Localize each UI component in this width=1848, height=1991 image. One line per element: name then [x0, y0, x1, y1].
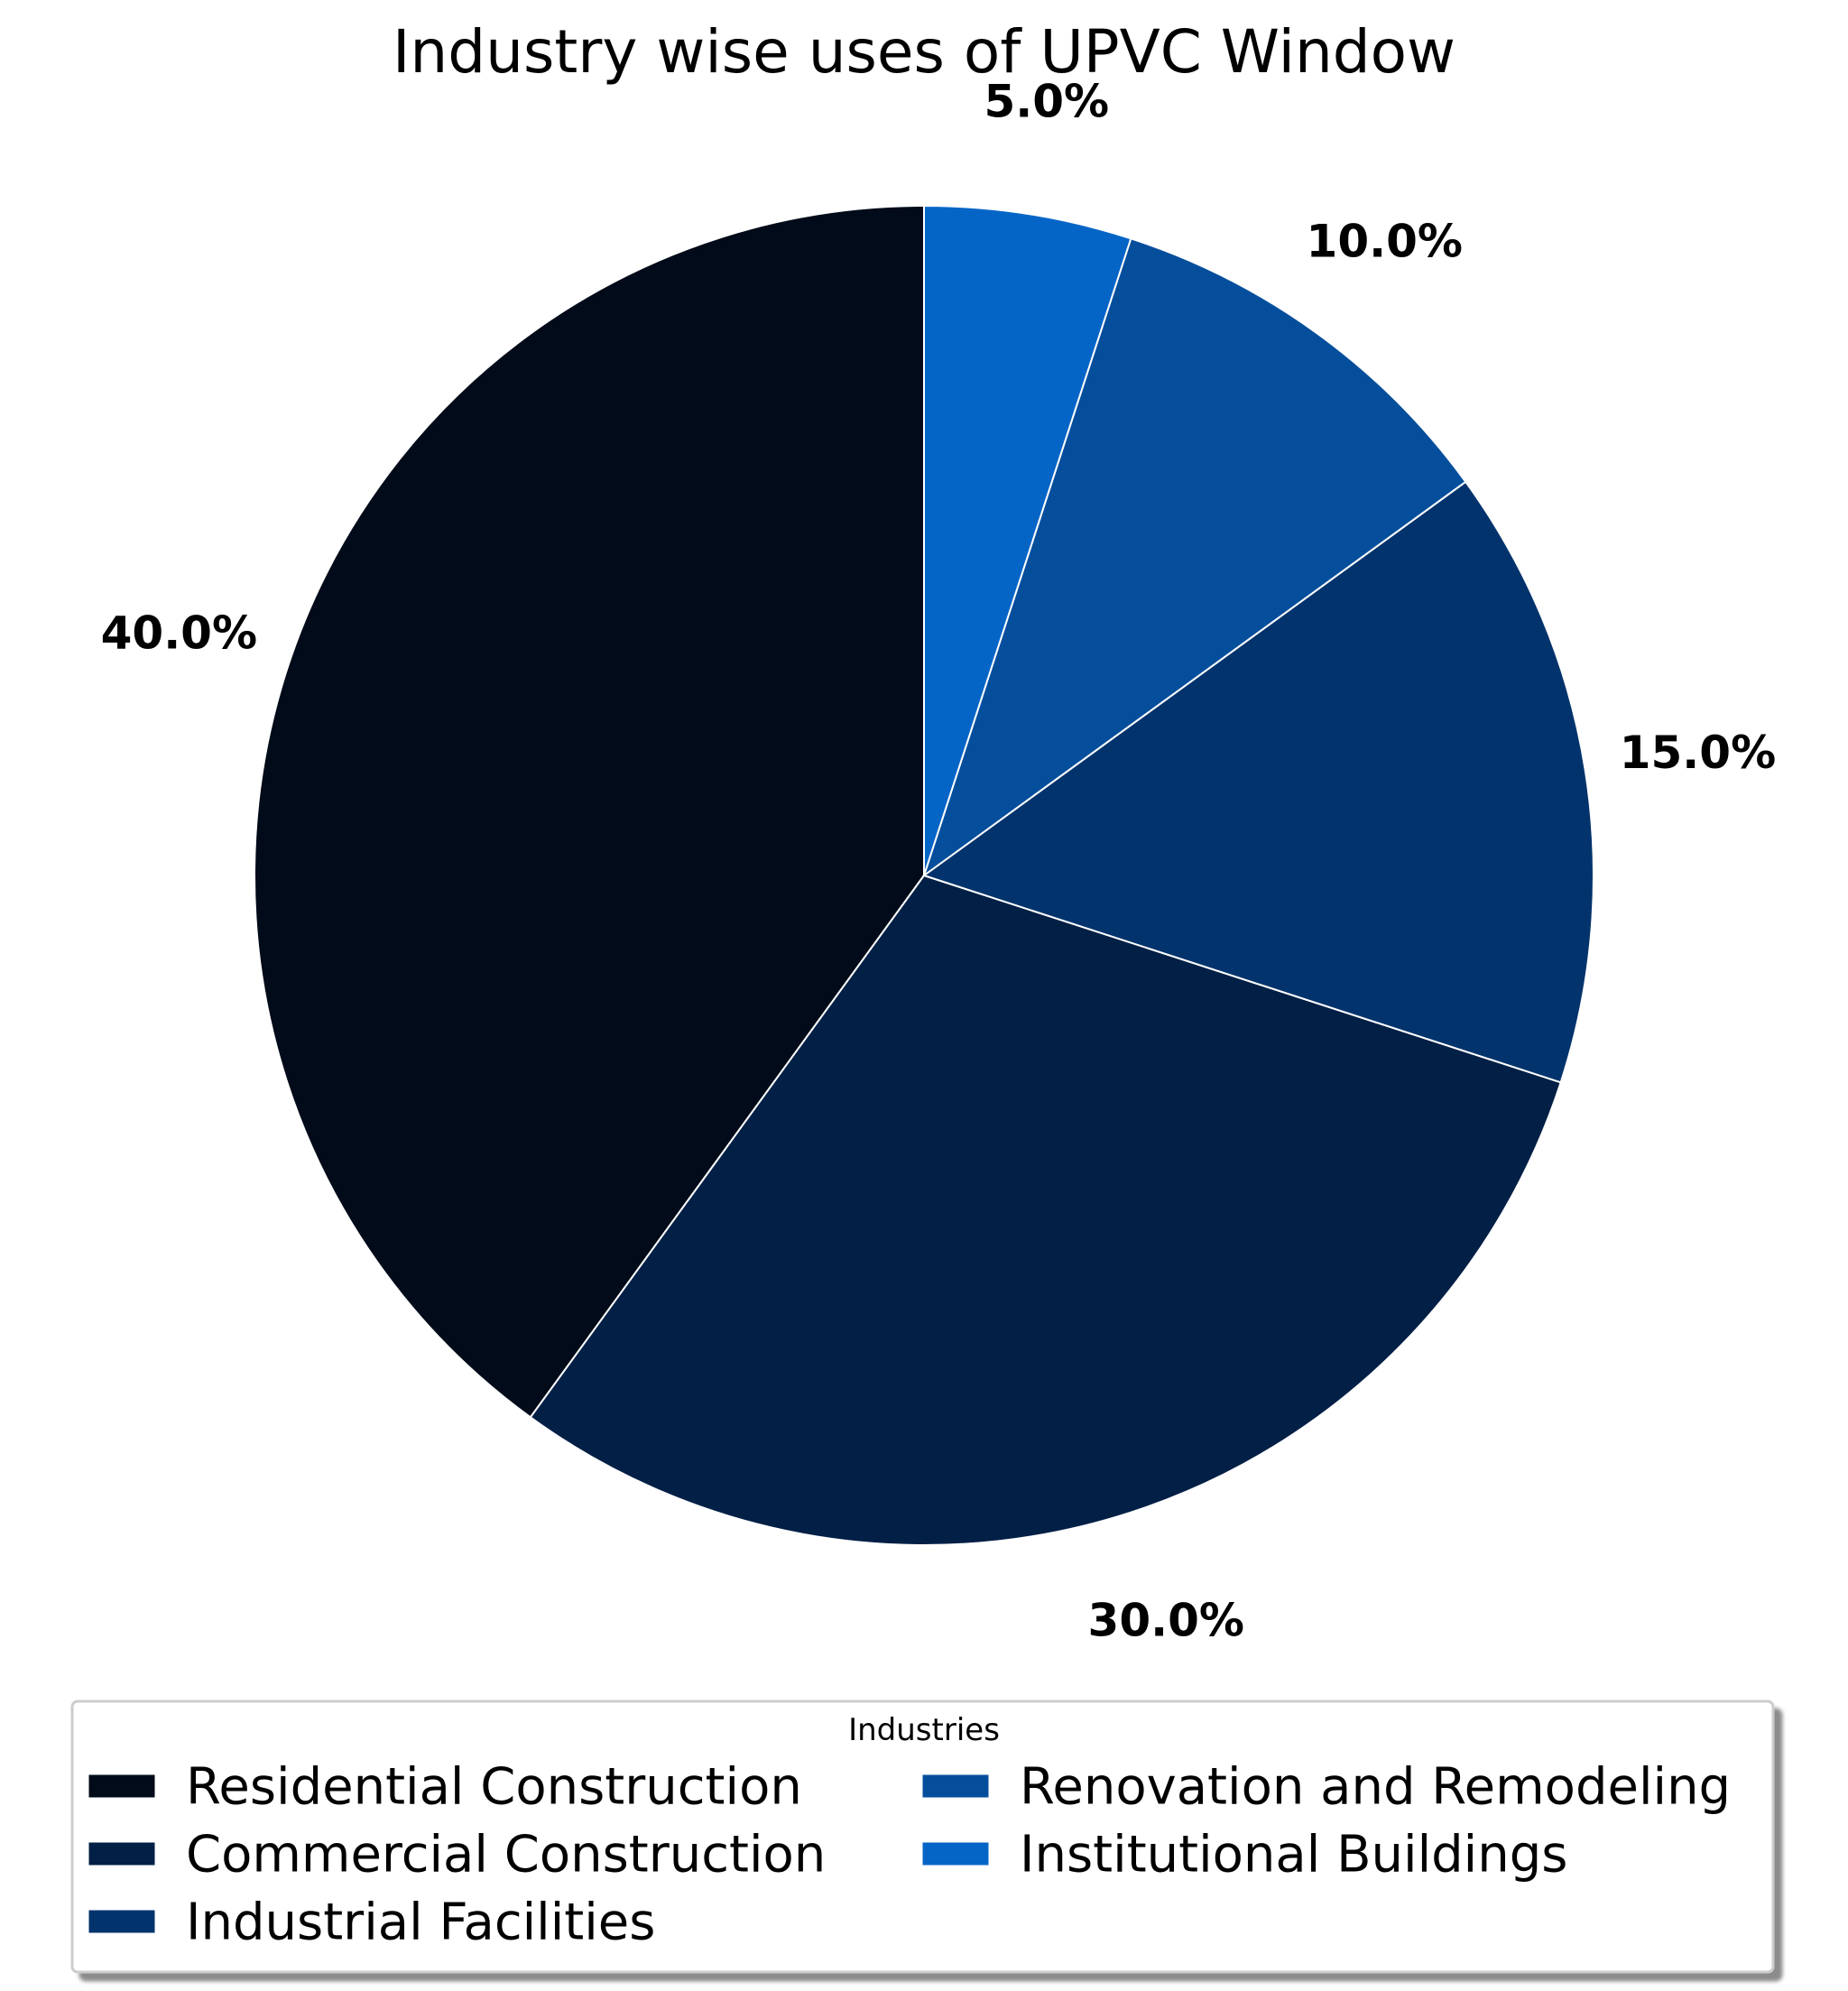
pie-label-commercial-construction: 30.0%: [1088, 1595, 1244, 1647]
pie-label-renovation-and-remodeling: 10.0%: [1307, 216, 1463, 268]
legend-swatch-commercial-construction: [88, 1841, 156, 1866]
pie-slice-residential-construction: [254, 204, 925, 1419]
legend-label-residential-construction: Residential Construction: [186, 1758, 802, 1817]
legend-label-renovation-and-remodeling: Renovation and Remodeling: [1020, 1758, 1731, 1817]
pie-slice-institutional-buildings: [923, 204, 1132, 876]
pie-slice-industrial-facilities: [921, 480, 1594, 1084]
pie-label-institutional-buildings: 5.0%: [984, 76, 1109, 128]
pie-wedges: [254, 204, 1594, 1546]
pie-label-industrial-facilities: 15.0%: [1620, 727, 1776, 779]
legend-swatch-renovation-and-remodeling: [921, 1773, 990, 1799]
legend-title: Industries: [848, 1712, 1000, 1748]
legend-label-industrial-facilities: Industrial Facilities: [186, 1894, 655, 1952]
legend: Industries Residential Construction Comme…: [70, 1699, 1775, 1974]
pie-label-residential-construction: 40.0%: [101, 607, 257, 660]
legend-swatch-residential-construction: [88, 1773, 156, 1799]
legend-items: Residential Construction Commercial Const…: [88, 1758, 1731, 1952]
legend-label-institutional-buildings: Institutional Buildings: [1020, 1826, 1567, 1885]
legend-swatch-institutional-buildings: [921, 1841, 990, 1866]
legend-label-commercial-construction: Commercial Construction: [186, 1826, 826, 1885]
pie-slice-commercial-construction: [529, 874, 1562, 1546]
chart-title: Industry wise uses of UPVC Window: [393, 17, 1455, 87]
pie-slice-renovation-and-remodeling: [922, 237, 1467, 878]
legend-swatch-industrial-facilities: [88, 1909, 156, 1934]
legend-box: [70, 1699, 1775, 1974]
pie-percent-labels: 40.0% 30.0% 15.0% 10.0% 5.0%: [101, 76, 1777, 1647]
